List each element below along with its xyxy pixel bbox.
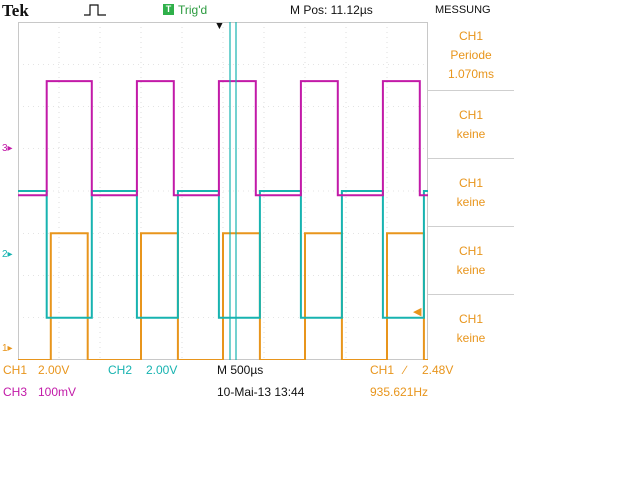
horizontal-position: M Pos: 11.12µs (290, 3, 373, 17)
measure-type: keine (456, 126, 486, 141)
trigger-level-icon: ◀ (413, 306, 422, 318)
brand-logo: Tek (2, 1, 29, 20)
waveform-display (18, 22, 428, 360)
graticule (18, 22, 428, 360)
trigger-position-icon: ▼ (214, 20, 225, 32)
ch1-label: CH1 (3, 363, 28, 377)
ch2-ground-marker: 2▸ (2, 249, 13, 260)
measure-source: CH1 (458, 175, 483, 190)
measure-value: 1.070ms (447, 67, 495, 81)
pulse-waveform-icon (84, 4, 106, 16)
oscilloscope-screen: Tek T Trig'd M Pos: 11.12µs MESSUNG ▼ 3▸… (0, 0, 514, 404)
measure-source: CH1 (458, 107, 483, 122)
trigger-status: Trig'd (178, 3, 208, 17)
ch3-scale: 100mV (38, 385, 77, 399)
measure-slot-2[interactable]: CH1 keine (428, 90, 514, 158)
measure-type: keine (456, 330, 486, 345)
measure-type: keine (456, 194, 486, 209)
readout-bar: CH1 2.00V CH2 2.00V M 500µs CH1 ∕ 2.48V … (0, 360, 514, 404)
measure-menu: CH1 Periode 1.070ms CH1 keine CH1 keine … (428, 22, 514, 360)
timebase: M 500µs (217, 363, 264, 377)
date-time: 10-Mai-13 13:44 (217, 385, 305, 399)
ch3-trace (18, 80, 428, 197)
trigger-source: CH1 (370, 363, 395, 377)
menu-title: MESSUNG (435, 4, 491, 16)
measure-type: keine (456, 262, 486, 277)
ch2-trace (18, 190, 428, 319)
measure-type: Periode (450, 48, 492, 62)
status-bar: Tek T Trig'd M Pos: 11.12µs MESSUNG (0, 0, 514, 22)
trigger-level: 2.48V (422, 363, 454, 377)
ch1-ground-marker: 1▸ (2, 343, 13, 354)
measure-source: CH1 (458, 243, 483, 258)
measure-slot-5[interactable]: CH1 keine (428, 294, 514, 362)
ch3-label: CH3 (3, 385, 28, 399)
trigger-slope-icon: ∕ (404, 363, 407, 377)
measure-slot-1[interactable]: CH1 Periode 1.070ms (428, 22, 514, 89)
measure-slot-4[interactable]: CH1 keine (428, 226, 514, 294)
trigger-status-icon: T (163, 4, 174, 15)
ch1-trace (18, 232, 428, 360)
frequency-readout: 935.621Hz (370, 385, 429, 399)
ch2-label: CH2 (108, 363, 133, 377)
ch3-ground-marker: 3▸ (2, 143, 13, 154)
ch2-scale: 2.00V (146, 363, 178, 377)
measure-slot-3[interactable]: CH1 keine (428, 158, 514, 226)
measure-source: CH1 (458, 311, 483, 326)
measure-source: CH1 (458, 29, 483, 43)
ch1-scale: 2.00V (38, 363, 70, 377)
